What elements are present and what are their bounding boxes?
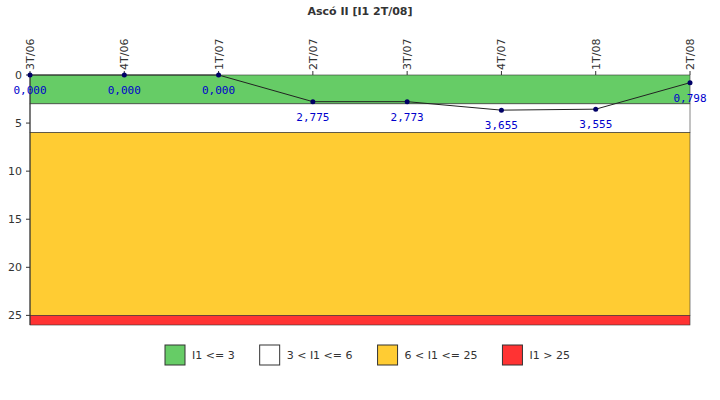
- chart: Ascó II [I1 2T/08] 0 5 10 15 20 25 3T/06 4T/06 1T…: [0, 0, 720, 400]
- y-tick-label: 15: [8, 213, 22, 226]
- marker: [28, 73, 33, 78]
- marker: [593, 107, 598, 112]
- bands: [30, 75, 690, 325]
- legend-swatch: [260, 345, 280, 365]
- x-tick-label: 1T/07: [213, 39, 226, 70]
- data-label: 3,555: [579, 118, 612, 131]
- legend-swatch: [165, 345, 185, 365]
- background: [0, 0, 720, 400]
- band: [30, 75, 690, 104]
- x-tick: [690, 71, 691, 75]
- y-tick: [26, 219, 30, 220]
- legend-swatch: [378, 345, 398, 365]
- x-tick-label: 1T/08: [590, 39, 603, 70]
- marker: [122, 73, 127, 78]
- legend-swatch: [502, 345, 522, 365]
- x-tick-label: 2T/08: [684, 39, 697, 70]
- y-tick: [26, 315, 30, 316]
- marker: [499, 108, 504, 113]
- legend-label: I1 > 25: [529, 349, 569, 362]
- band: [30, 104, 690, 133]
- y-tick-label: 0: [15, 69, 22, 82]
- y-tick-label: 25: [8, 309, 22, 322]
- marker: [310, 99, 315, 104]
- x-tick: [312, 71, 313, 75]
- y-tick: [26, 171, 30, 172]
- x-tick-label: 4T/06: [118, 39, 131, 70]
- legend-label: I1 <= 3: [192, 349, 235, 362]
- series: [28, 73, 693, 113]
- x-tick: [595, 71, 596, 75]
- band: [30, 315, 690, 325]
- y-tick: [26, 267, 30, 268]
- band: [30, 133, 690, 316]
- data-label: 2,773: [391, 111, 424, 124]
- marker: [405, 99, 410, 104]
- line: [30, 75, 690, 110]
- y-tick-label: 10: [8, 165, 22, 178]
- y-tick-label: 5: [15, 117, 22, 130]
- y-tick: [26, 123, 30, 124]
- x-tick-label: 4T/07: [495, 39, 508, 70]
- marker: [216, 73, 221, 78]
- y-tick-label: 20: [8, 261, 22, 274]
- title: Ascó II [I1 2T/08]: [307, 5, 412, 18]
- x-tick: [501, 71, 502, 75]
- x-tick-label: 3T/07: [401, 39, 414, 70]
- legend-label: 6 < I1 <= 25: [405, 349, 478, 362]
- x-tick-label: 2T/07: [307, 39, 320, 70]
- data-label: 0,000: [108, 84, 141, 97]
- legend-label: 3 < I1 <= 6: [287, 349, 353, 362]
- x-tick: [407, 71, 408, 75]
- data-label: 2,775: [296, 111, 329, 124]
- data-label: 0,000: [202, 84, 235, 97]
- data-label: 0,798: [673, 92, 706, 105]
- y-axis: [30, 75, 31, 325]
- marker: [688, 80, 693, 85]
- x-tick-label: 3T/06: [24, 39, 37, 70]
- data-label: 0,000: [13, 84, 46, 97]
- data-label: 3,655: [485, 119, 518, 132]
